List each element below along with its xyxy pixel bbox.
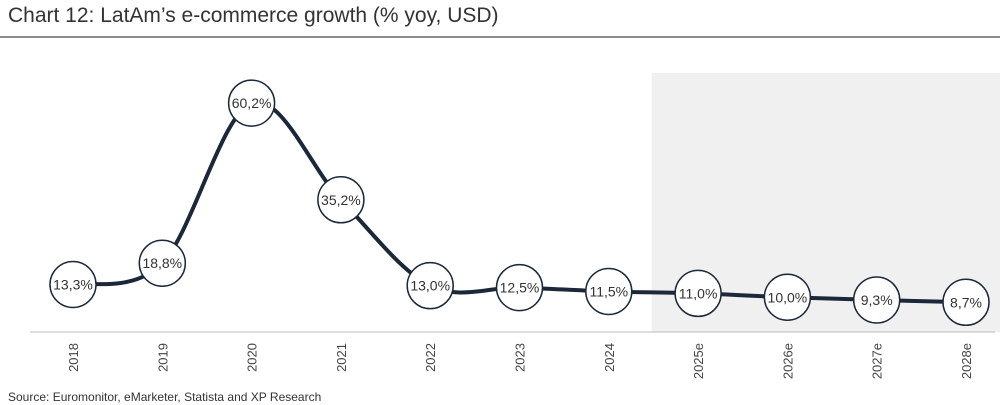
x-tick-label-2028e: 2028e bbox=[959, 343, 974, 379]
source-note: Source: Euromonitor, eMarketer, Statista… bbox=[8, 390, 322, 404]
data-label-2022: 13,0% bbox=[410, 278, 450, 294]
data-point-2022 bbox=[406, 261, 454, 310]
x-tick-label-2021: 2021 bbox=[334, 343, 349, 372]
data-point-2028e bbox=[942, 278, 990, 327]
data-point-2025e bbox=[674, 269, 722, 318]
x-tick-label-2022: 2022 bbox=[423, 343, 438, 372]
data-label-2025e: 11,0% bbox=[679, 285, 718, 301]
data-point-2020 bbox=[227, 79, 276, 127]
chart-title: Chart 12: LatAm’s e-commerce growth (% y… bbox=[8, 4, 499, 27]
x-tick-label-2025e: 2025e bbox=[691, 343, 706, 379]
data-point-2024 bbox=[585, 267, 633, 316]
data-markers: 13,3% 18,8% 60,2% 35,2% 13,0% 12,5% 11,5% 11,0%… bbox=[49, 79, 990, 327]
data-label-2018: 13,3% bbox=[53, 277, 93, 293]
data-label-2019: 18,8% bbox=[142, 255, 182, 271]
data-point-2019 bbox=[138, 239, 187, 287]
data-label-2027e: 9,3% bbox=[861, 292, 893, 308]
x-tick-label-2023: 2023 bbox=[513, 343, 528, 372]
data-point-2021 bbox=[317, 176, 365, 224]
data-label-2024: 11,5% bbox=[589, 283, 628, 299]
data-label-2026e: 10,0% bbox=[768, 289, 808, 305]
data-point-2018 bbox=[49, 260, 97, 309]
x-tick-label-2024: 2024 bbox=[602, 343, 617, 372]
x-tick-label-2026e: 2026e bbox=[780, 343, 795, 379]
x-axis-ticks: 2018 2019 2020 2021 2022 2023 2024 2025e 2026e 20… bbox=[66, 343, 974, 379]
data-label-2021: 35,2% bbox=[321, 192, 361, 208]
x-tick-label-2019: 2019 bbox=[155, 343, 170, 372]
data-point-2026e bbox=[763, 273, 812, 322]
data-label-2023: 12,5% bbox=[500, 280, 540, 296]
title-divider bbox=[0, 36, 1000, 38]
data-point-2027e bbox=[852, 276, 901, 324]
data-label-2028e: 8,7% bbox=[950, 294, 982, 310]
x-tick-label-2020: 2020 bbox=[245, 343, 260, 372]
data-point-2023 bbox=[495, 263, 544, 312]
x-tick-label-2027e: 2027e bbox=[870, 343, 885, 379]
x-tick-label-2018: 2018 bbox=[66, 343, 81, 372]
data-label-2020: 60,2% bbox=[232, 95, 272, 111]
